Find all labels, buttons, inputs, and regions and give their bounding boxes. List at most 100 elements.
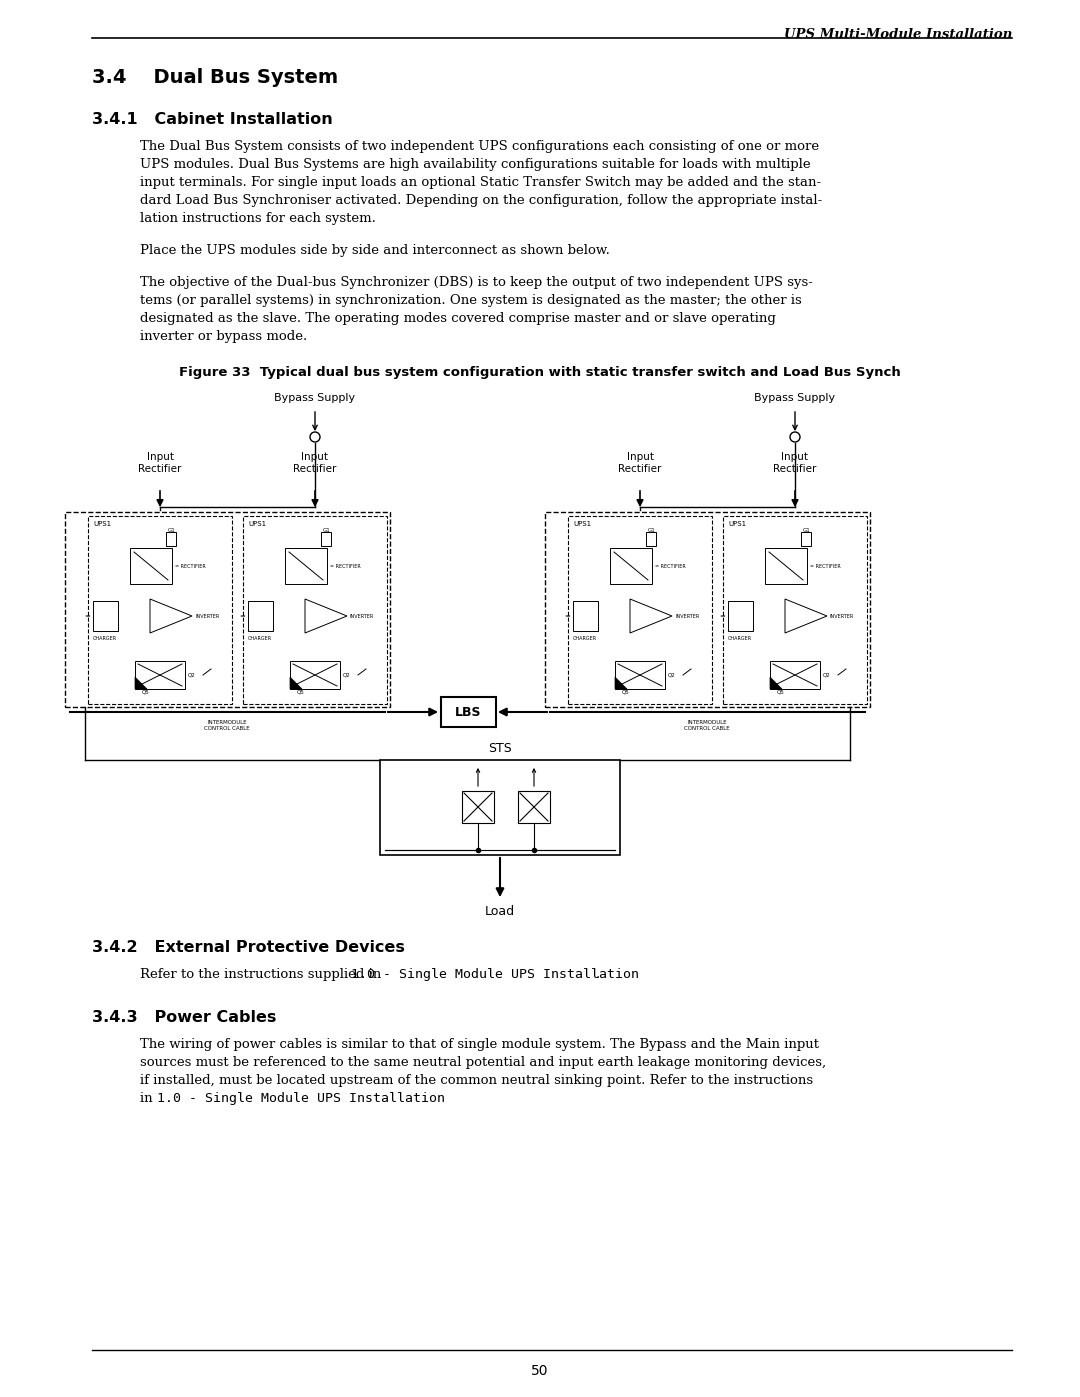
Bar [243,515,387,704]
Text: lation instructions for each system.: lation instructions for each system. [140,212,376,225]
Bar [573,601,598,631]
Polygon shape [135,678,147,689]
Text: G1: G1 [168,528,176,534]
Text: G1: G1 [648,528,656,534]
Text: UPS1: UPS1 [728,521,746,527]
Text: Q5: Q5 [297,690,305,694]
Polygon shape [150,599,192,633]
Bar [518,791,550,823]
Polygon shape [615,678,627,689]
Text: =: = [719,613,725,619]
Text: 3.4    Dual Bus System: 3.4 Dual Bus System [92,68,338,87]
Text: 50: 50 [531,1363,549,1377]
Text: 1.0 - Single Module UPS Installation: 1.0 - Single Module UPS Installation [351,968,639,981]
Text: LBS: LBS [455,705,482,718]
Text: = RECTIFIER: = RECTIFIER [810,563,840,569]
Text: 3.4.3   Power Cables: 3.4.3 Power Cables [92,1010,276,1025]
Polygon shape [305,599,347,633]
Bar [285,548,327,584]
Text: 3.4.1   Cabinet Installation: 3.4.1 Cabinet Installation [92,112,333,127]
Text: = RECTIFIER: = RECTIFIER [654,563,686,569]
Text: CHARGER: CHARGER [728,636,752,641]
Text: Place the UPS modules side by side and interconnect as shown below.: Place the UPS modules side by side and i… [140,244,610,257]
Text: Q5: Q5 [777,690,785,694]
Text: =: = [564,613,570,619]
Bar [615,661,665,689]
Bar [801,532,811,546]
Polygon shape [291,678,302,689]
Text: INVERTER: INVERTER [831,613,854,619]
Text: Figure 33  Typical dual bus system configuration with static transfer switch and: Figure 33 Typical dual bus system config… [179,366,901,379]
Bar [462,791,494,823]
Text: UPS Multi-Module Installation: UPS Multi-Module Installation [784,28,1012,41]
Text: tems (or parallel systems) in synchronization. One system is designated as the m: tems (or parallel systems) in synchroniz… [140,293,801,307]
Text: INTERMODULE
CONTROL CABLE: INTERMODULE CONTROL CABLE [685,719,730,731]
Bar [87,515,232,704]
Bar [130,548,172,584]
Bar [568,515,712,704]
Text: Input
Rectifier: Input Rectifier [773,453,816,475]
Text: sources must be referenced to the same neutral potential and input earth leakage: sources must be referenced to the same n… [140,1056,826,1069]
Bar [723,515,867,704]
Bar [93,601,118,631]
Bar [248,601,273,631]
Text: UPS1: UPS1 [573,521,591,527]
Polygon shape [630,599,672,633]
Text: Input
Rectifier: Input Rectifier [294,453,337,475]
Text: .: . [596,968,600,981]
Text: G1: G1 [804,528,811,534]
Text: The objective of the Dual-bus Synchronizer (DBS) is to keep the output of two in: The objective of the Dual-bus Synchroniz… [140,277,813,289]
Text: input terminals. For single input loads an optional Static Transfer Switch may b: input terminals. For single input loads … [140,176,821,189]
Text: CHARGER: CHARGER [572,636,597,641]
Text: UPS modules. Dual Bus Systems are high availability configurations suitable for : UPS modules. Dual Bus Systems are high a… [140,158,811,170]
Text: G1: G1 [323,528,330,534]
Text: designated as the slave. The operating modes covered comprise master and or slav: designated as the slave. The operating m… [140,312,775,326]
Bar [441,697,496,726]
Bar [135,661,185,689]
Text: CHARGER: CHARGER [93,636,117,641]
Text: = RECTIFIER: = RECTIFIER [175,563,206,569]
Bar [321,532,330,546]
Bar [770,661,820,689]
Text: Bypass Supply: Bypass Supply [755,393,836,402]
Text: in: in [140,1092,157,1105]
Polygon shape [785,599,827,633]
Text: INVERTER: INVERTER [195,613,219,619]
Text: Q2: Q2 [188,672,195,678]
Bar [545,511,870,707]
Text: Q2: Q2 [343,672,351,678]
Text: dard Load Bus Synchroniser activated. Depending on the configuration, follow the: dard Load Bus Synchroniser activated. De… [140,194,822,207]
Text: = RECTIFIER: = RECTIFIER [330,563,361,569]
Text: INTERMODULE
CONTROL CABLE: INTERMODULE CONTROL CABLE [204,719,249,731]
Bar [765,548,807,584]
Text: Input
Rectifier: Input Rectifier [619,453,662,475]
Text: Refer to the instructions supplied in: Refer to the instructions supplied in [140,968,386,981]
Text: Q5: Q5 [141,690,150,694]
Text: Load: Load [485,905,515,918]
Text: inverter or bypass mode.: inverter or bypass mode. [140,330,307,344]
Text: INVERTER: INVERTER [350,613,375,619]
Bar [166,532,176,546]
Bar [380,760,620,855]
Bar [65,511,390,707]
Text: Q5: Q5 [622,690,630,694]
Bar [291,661,340,689]
Text: The Dual Bus System consists of two independent UPS configurations each consisti: The Dual Bus System consists of two inde… [140,140,819,154]
Text: INVERTER: INVERTER [675,613,699,619]
Text: The wiring of power cables is similar to that of single module system. The Bypas: The wiring of power cables is similar to… [140,1038,819,1051]
Text: Input
Rectifier: Input Rectifier [138,453,181,475]
Text: =: = [239,613,245,619]
Text: UPS1: UPS1 [248,521,266,527]
Bar [728,601,753,631]
Text: Q2: Q2 [669,672,676,678]
Text: STS: STS [488,742,512,754]
Bar [646,532,656,546]
Bar [610,548,652,584]
Text: CHARGER: CHARGER [248,636,272,641]
Text: Q2: Q2 [823,672,831,678]
Text: =: = [84,613,90,619]
Text: 3.4.2   External Protective Devices: 3.4.2 External Protective Devices [92,940,405,956]
Text: UPS1: UPS1 [93,521,111,527]
Text: Bypass Supply: Bypass Supply [274,393,355,402]
Text: 1.0 - Single Module UPS Installation: 1.0 - Single Module UPS Installation [157,1092,445,1105]
